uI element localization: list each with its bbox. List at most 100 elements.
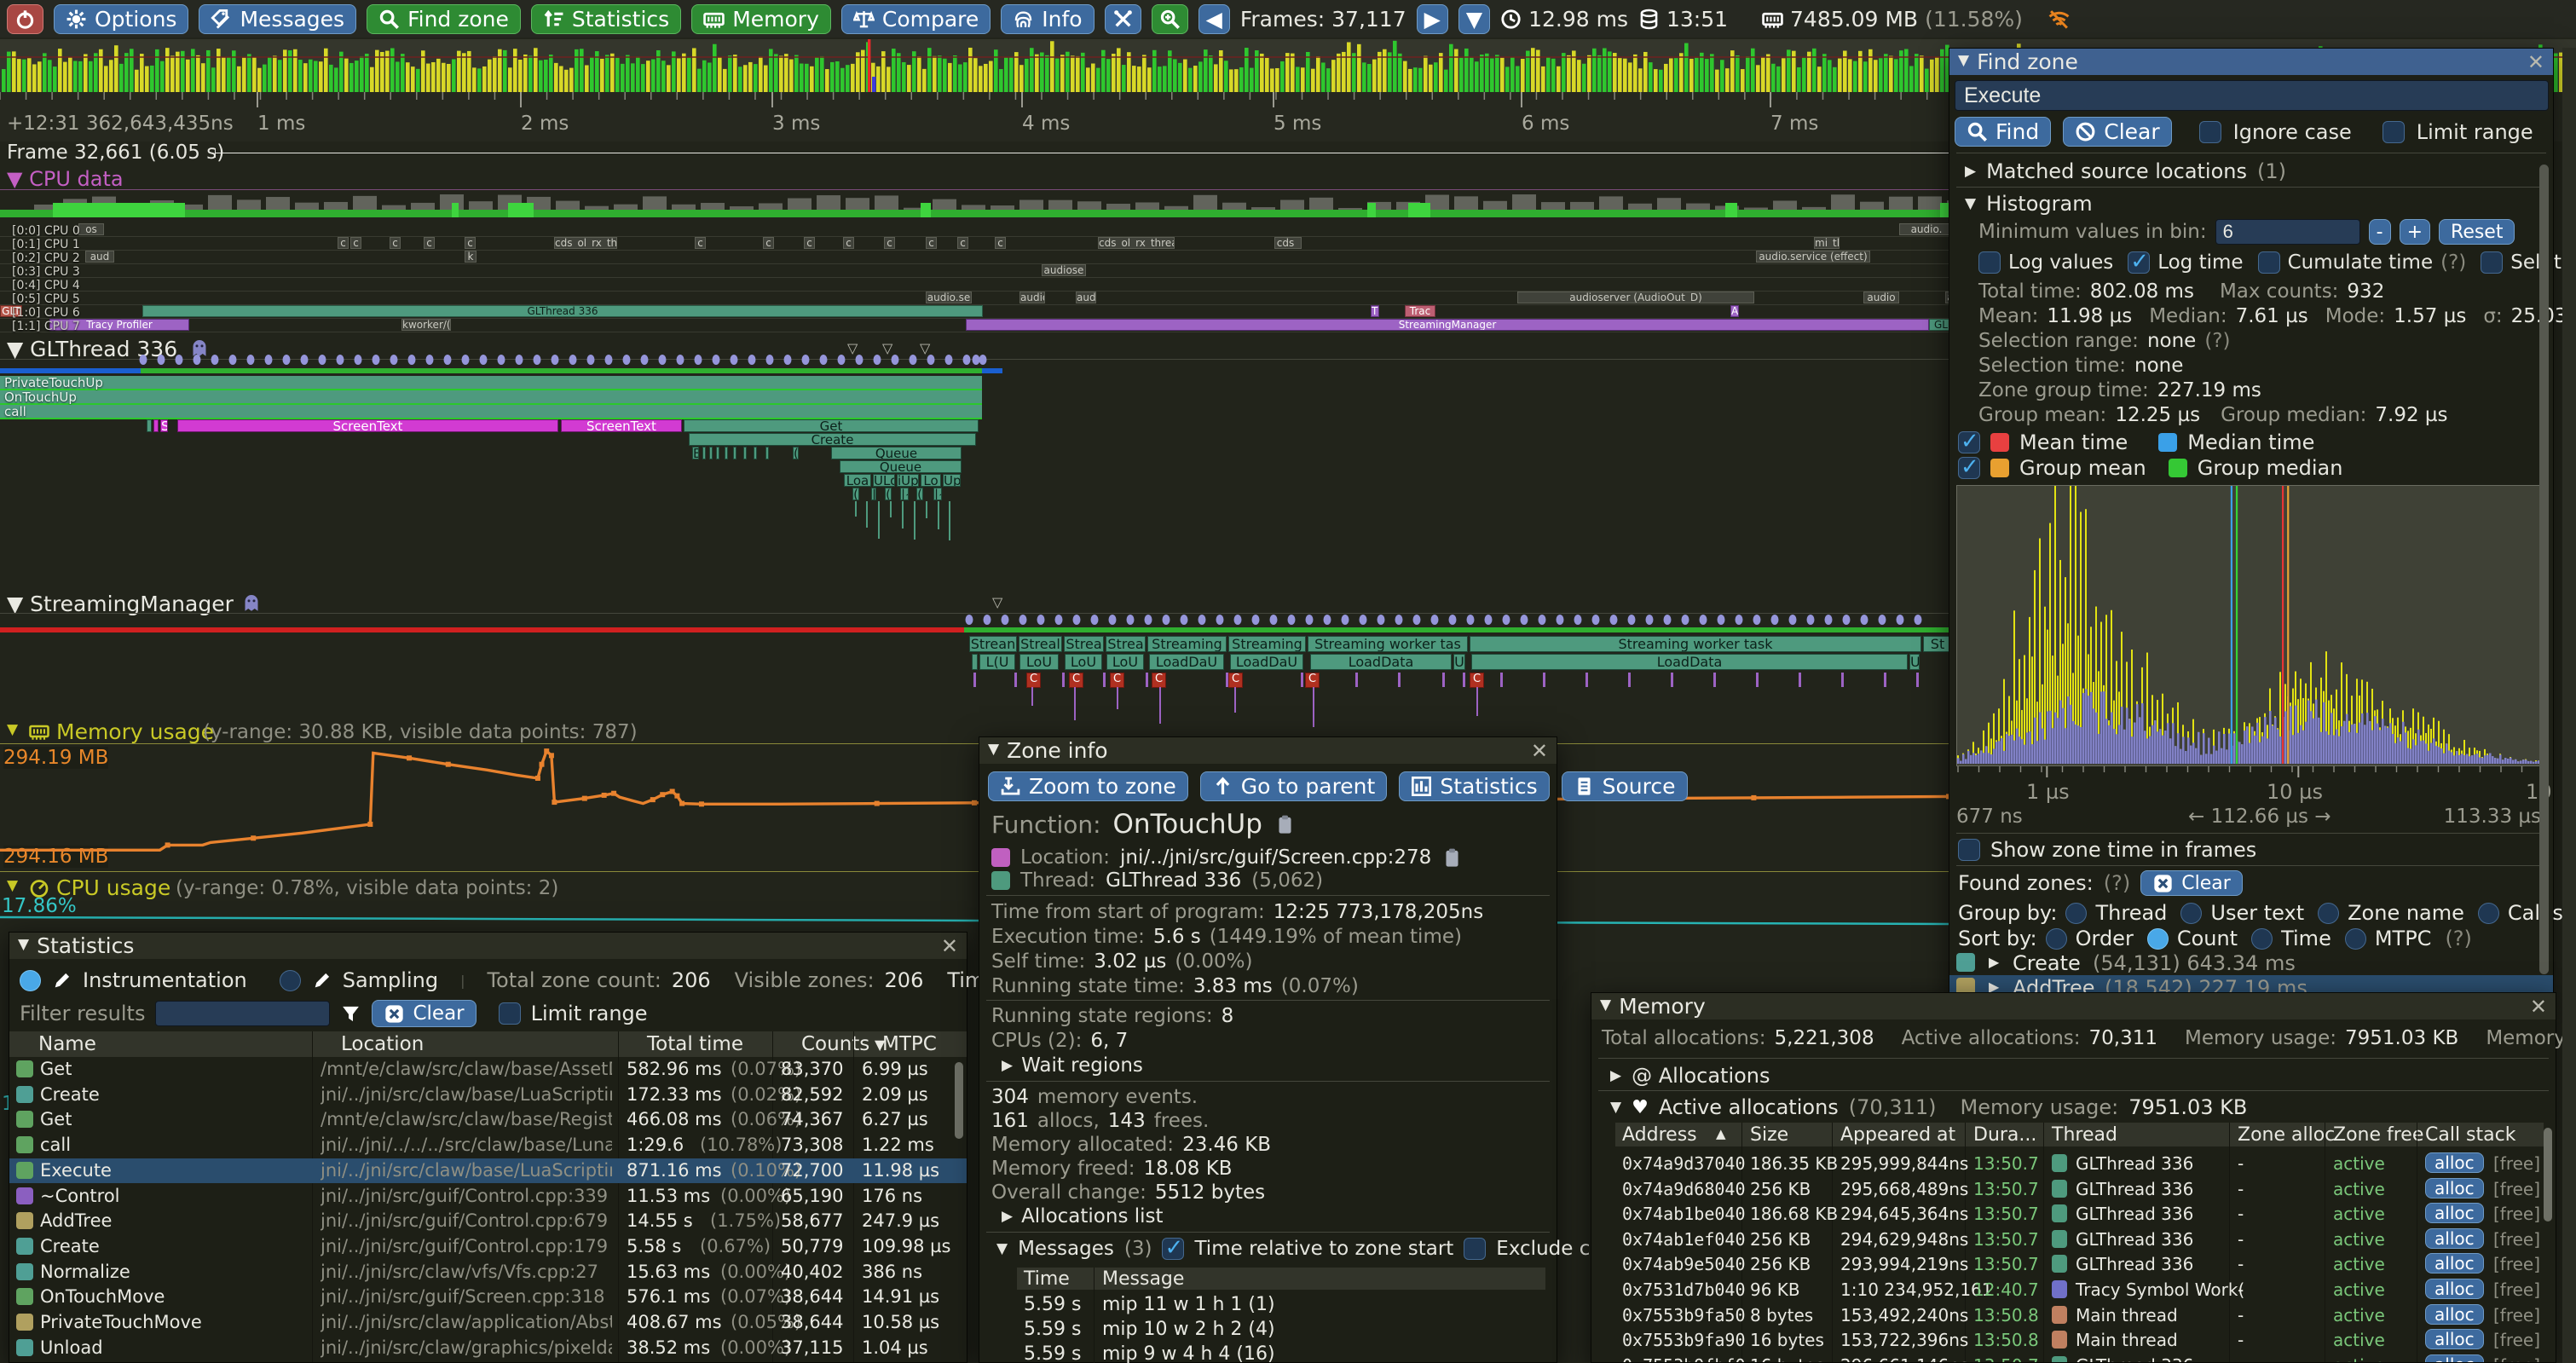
zoom-to-zone-button[interactable]: Zoom to zone: [988, 771, 1188, 801]
zone-bar[interactable]: [725, 447, 728, 459]
streaming-zone-bar[interactable]: U: [1453, 654, 1465, 670]
statistics-table[interactable]: Name Location Total time Counts MTPC ▼ Get/mn…: [9, 1031, 967, 1362]
close-icon[interactable]: ✕: [2529, 994, 2547, 1019]
instrumentation-radio[interactable]: [20, 969, 41, 991]
streaming-zone-bar[interactable]: LoadDaU: [1149, 654, 1224, 670]
sampling-radio[interactable]: [279, 969, 301, 991]
zone-bar[interactable]: Lo: [921, 474, 941, 487]
zone-bar[interactable]: [153, 419, 159, 432]
column-header[interactable]: Thread: [2052, 1124, 2117, 1146]
streaming-zone-bar[interactable]: Streal: [1019, 636, 1062, 652]
active-allocations-expander[interactable]: ▼ ♥ Active allocations (70,311) Memory u…: [1610, 1095, 2248, 1119]
cpu-zone-fragment[interactable]: c: [884, 237, 895, 249]
statistics-table-row[interactable]: Create jni/../jni/src/guif/Control.cpp:17…: [9, 1234, 967, 1260]
power-button[interactable]: [7, 3, 43, 34]
allocation-row[interactable]: 0x7553b9fa50 8 bytes 153,492,240ns 13:50.8 M…: [1615, 1303, 2544, 1329]
zone-bar[interactable]: (: [885, 488, 892, 500]
cpu-zone-fragment[interactable]: GLT: [0, 305, 22, 317]
sort-by-radio-time[interactable]: [2251, 927, 2273, 950]
column-header[interactable]: Dura...: [1973, 1124, 2037, 1146]
zone-bar[interactable]: (: [793, 447, 799, 459]
zone-bar[interactable]: [733, 447, 736, 459]
zone-bar[interactable]: [754, 447, 757, 459]
streaming-zone-bar[interactable]: L(U: [979, 654, 1015, 670]
messages-expander[interactable]: ▼: [996, 1240, 1008, 1257]
zone-bar[interactable]: [743, 447, 747, 459]
zoom-tool-button[interactable]: [1151, 3, 1188, 34]
alloc-callstack-button[interactable]: alloc: [2425, 1177, 2484, 1198]
mean-time-checkbox[interactable]: [1958, 429, 1980, 454]
find-button[interactable]: Find: [1955, 117, 2052, 147]
cpu-zone-fragment[interactable]: audio: [1863, 292, 1899, 303]
column-header[interactable]: Appeared at: [1840, 1124, 1956, 1146]
streaming-zone-fragment[interactable]: C: [1305, 673, 1320, 688]
cpu-zone-fragment[interactable]: kworker/(: [401, 319, 451, 331]
cpu-zone-fragment[interactable]: c: [995, 237, 1006, 249]
cpu-zone-fragment[interactable]: c: [338, 237, 349, 249]
zone-bar[interactable]: Queue: [831, 447, 962, 459]
zone-bar[interactable]: [702, 447, 706, 459]
find-zone-query-input[interactable]: [1955, 80, 2549, 111]
streaming-zone-bar[interactable]: Streaming: [1228, 636, 1306, 652]
streaming-zone-bar[interactable]: Streaming worker task: [1470, 636, 1921, 652]
column-header[interactable]: Total time: [647, 1033, 743, 1055]
streaming-zone-bar[interactable]: Strea: [1106, 636, 1146, 652]
streaming-zone-bar[interactable]: Streaming: [1147, 636, 1227, 652]
streaming-zone-bar[interactable]: LoadDaU: [1230, 654, 1303, 670]
cumulate-time-checkbox[interactable]: [2257, 251, 2280, 274]
statistics-table-row[interactable]: OnRedrawjni/../jni/src/claw/application/…: [9, 1360, 967, 1362]
memory-button[interactable]: Memory: [691, 3, 831, 34]
streaming-zone-bar[interactable]: LoadData: [1310, 654, 1452, 670]
time-relative-checkbox[interactable]: [1162, 1235, 1185, 1261]
column-header[interactable]: Size: [1750, 1124, 1789, 1146]
group-by-radio-user-text[interactable]: [2180, 902, 2203, 924]
column-header[interactable]: MTPC: [882, 1033, 937, 1055]
allocations-list-expander[interactable]: ▶ Allocations list: [1002, 1205, 1164, 1227]
compare-button[interactable]: Compare: [840, 3, 991, 34]
column-header[interactable]: Location: [341, 1033, 425, 1055]
column-header[interactable]: Time: [1024, 1268, 1070, 1290]
cpu-zone-fragment[interactable]: mi_tl: [1814, 237, 1840, 249]
streaming-zone-bar[interactable]: LoU: [1019, 654, 1059, 670]
allocations-expander[interactable]: ▶ @ Allocations: [1610, 1064, 1770, 1088]
cpu-zone-fragment[interactable]: Tracy Profiler: [49, 319, 189, 331]
zone-bar[interactable]: |~: [900, 488, 909, 500]
streaming-zone-bar[interactable]: LoadData: [1471, 654, 1908, 670]
column-header[interactable]: Zone free: [2333, 1124, 2424, 1146]
min-bin-input[interactable]: [2215, 219, 2360, 245]
zone-info-window-title[interactable]: ▼ Zone info ✕: [979, 737, 1557, 764]
message-row[interactable]: 5.59 s mip 10 w 2 h 2 (4): [1024, 1319, 1275, 1340]
show-zone-time-checkbox[interactable]: [1958, 839, 1980, 861]
alloc-callstack-button[interactable]: alloc: [2425, 1253, 2484, 1274]
cpu-zone-fragment[interactable]: GLThread 336: [142, 305, 983, 317]
clipboard-icon[interactable]: [1274, 814, 1296, 835]
cpu-zone-fragment[interactable]: os: [78, 223, 104, 235]
alloc-callstack-button[interactable]: alloc: [2425, 1354, 2484, 1362]
clear-search-button[interactable]: Clear: [2063, 117, 2172, 147]
clear-found-button[interactable]: Clear: [2140, 870, 2243, 896]
statistics-table-row[interactable]: AddTree jni/../jni/src/guif/Control.cpp:6…: [9, 1209, 967, 1234]
statistics-table-row[interactable]: Get/mnt/e/claw/src/claw/base/AssetDict.h…: [9, 1057, 967, 1083]
cpu-zone-fragment[interactable]: c: [390, 237, 401, 249]
prev-frame-button[interactable]: ◀: [1198, 3, 1230, 34]
alloc-callstack-button[interactable]: alloc: [2425, 1203, 2484, 1224]
matched-locations-expander[interactable]: ▶ Matched source locations (1): [1965, 159, 2286, 183]
zone-bar[interactable]: (: [852, 488, 859, 500]
find-zone-button[interactable]: Find zone: [367, 3, 521, 34]
funnel-icon[interactable]: [340, 1003, 361, 1025]
statistics-table-row[interactable]: Get/mnt/e/claw/src/claw/base/Registry.hp…: [9, 1107, 967, 1133]
statistics-table-row[interactable]: Unload jni/../jni/src/claw/graphics/pixel…: [9, 1336, 967, 1361]
allocation-row[interactable]: 0x74a9d68040 256 KB 295,668,489ns 13:50.7 GL…: [1615, 1177, 2544, 1203]
find-zone-window-title[interactable]: ▼ Find zone ✕: [1949, 49, 2553, 75]
wait-regions-expander[interactable]: ▶ Wait regions: [1002, 1054, 1143, 1077]
messages-button[interactable]: Messages: [199, 3, 357, 34]
cpu-zone-fragment[interactable]: cds_: [1274, 237, 1302, 249]
column-header[interactable]: Name: [38, 1033, 96, 1055]
limit-range-checkbox[interactable]: [2382, 120, 2405, 143]
cpu-zone-fragment[interactable]: cds_ol_rx_thr: [554, 237, 617, 249]
alloc-callstack-button[interactable]: alloc: [2425, 1329, 2484, 1350]
memory-scrollbar[interactable]: [2544, 1128, 2552, 1222]
zone-bar[interactable]: |: [871, 488, 876, 500]
cpu-zone-fragment[interactable]: c: [465, 237, 476, 249]
messages-table[interactable]: Time Message 5.59 s mip 11 w 1 h 1 (1) 5.59 …: [1017, 1268, 1545, 1363]
